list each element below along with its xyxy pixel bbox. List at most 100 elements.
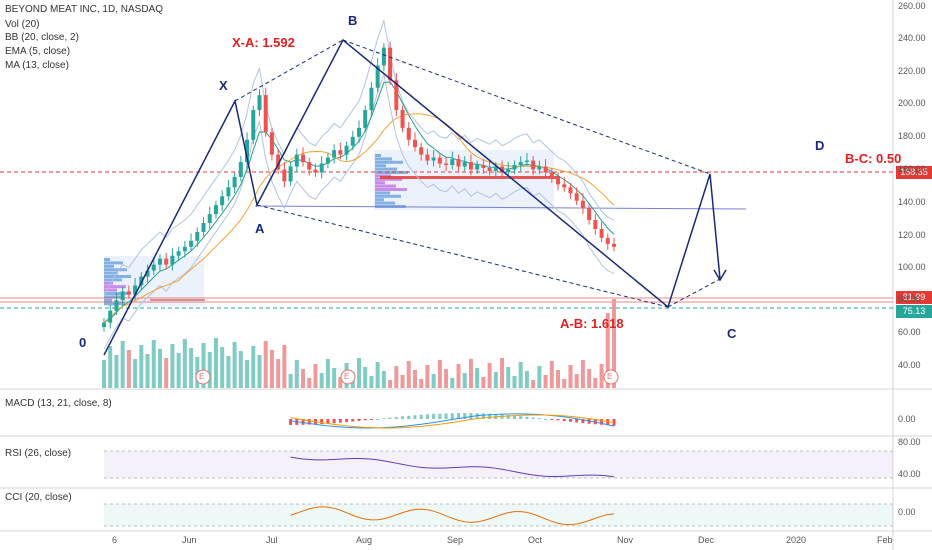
study-ema[interactable]: EMA (5, close) <box>5 46 71 57</box>
rsi-line <box>290 456 615 478</box>
macd-histogram-bar <box>320 419 324 424</box>
profile-bar <box>375 174 391 178</box>
macd-histogram-bar <box>432 413 436 419</box>
candle-body <box>145 270 150 277</box>
x-tick: Jun <box>182 535 197 545</box>
volume-bar <box>114 355 119 388</box>
profile-bar <box>104 258 110 261</box>
earnings-e-1[interactable]: E <box>199 372 205 381</box>
volume-bar <box>381 371 386 388</box>
volume-bar <box>220 347 225 388</box>
macd-line <box>290 413 615 429</box>
profile-bar <box>104 264 114 268</box>
volume-bar <box>325 359 330 388</box>
fib-bc-label: B-C: 0.50 <box>845 151 902 166</box>
x-tick: Nov <box>617 535 634 545</box>
y-tick: 240.00 <box>898 33 926 43</box>
candle-body <box>512 165 517 170</box>
earnings-e-2[interactable]: E <box>344 372 350 381</box>
volume-bar <box>468 359 473 388</box>
profile-bar <box>375 154 381 157</box>
profile-bar <box>375 167 397 171</box>
profile-bar <box>104 298 112 302</box>
y-tick: 260.00 <box>898 1 926 11</box>
study-bb[interactable]: BB (20, close, 2) <box>5 32 79 43</box>
candle-body <box>450 159 455 166</box>
volume-bar <box>176 353 181 388</box>
profile-bar <box>375 194 401 198</box>
volume-bar <box>524 371 529 388</box>
profile-bar <box>375 157 392 161</box>
volume-bar <box>549 361 554 388</box>
volume-bar <box>307 378 312 388</box>
volume-bar <box>518 362 523 388</box>
macd-histogram-bar <box>506 415 510 419</box>
macd-histogram-bar <box>463 413 467 419</box>
candle-body <box>612 243 616 247</box>
pattern-b-d-dashed <box>342 39 711 175</box>
candle-body <box>425 154 430 161</box>
candle-body <box>251 110 256 140</box>
volume-bar <box>388 380 393 388</box>
price-tag-82: 81.99 <box>896 291 932 304</box>
y-tick: 160.00 <box>898 164 926 174</box>
volume-bar <box>412 370 417 388</box>
candle-body <box>531 160 536 170</box>
volume-bar <box>543 375 548 388</box>
x-tick: 2020 <box>786 535 807 545</box>
volume-bar <box>263 341 268 388</box>
volume-bar <box>580 360 585 388</box>
profile-bar <box>104 261 123 265</box>
volume-bar <box>282 345 287 388</box>
volume-bar <box>419 379 424 388</box>
volume-bar <box>574 374 579 388</box>
volume-bar <box>562 379 567 388</box>
bb-lower <box>103 72 615 350</box>
volume-bar <box>251 346 256 388</box>
volume-bar <box>456 364 461 388</box>
profile-bar <box>104 292 130 295</box>
candle-body <box>537 166 542 170</box>
volume-bar <box>444 369 449 388</box>
macd-histogram-bar <box>531 417 535 419</box>
volume-bar <box>431 374 436 388</box>
cci-label[interactable]: CCI (20, close) <box>5 492 72 503</box>
macd-histogram-bar <box>401 416 405 419</box>
candle-body <box>444 163 449 166</box>
macd-histogram-bar <box>351 419 355 422</box>
macd-label[interactable]: MACD (13, 21, close, 8) <box>5 398 112 409</box>
candle-body <box>487 168 492 171</box>
macd-histogram-bar <box>413 415 417 419</box>
macd-histogram-bar <box>307 419 311 425</box>
volume-bar <box>319 373 324 388</box>
candle-body <box>157 258 162 265</box>
candle-body <box>599 228 604 238</box>
price-tag-158: 158.35 <box>896 166 932 179</box>
macd-histogram-bar <box>568 419 572 422</box>
volume-bar <box>332 368 337 388</box>
candle-body <box>437 157 442 164</box>
macd-histogram-bar <box>575 419 579 423</box>
ma-13-line <box>103 113 615 323</box>
candle-body <box>133 285 138 295</box>
study-vol[interactable]: Vol (20) <box>5 19 40 30</box>
candle-body <box>543 166 548 173</box>
macd-histogram-bar <box>537 418 541 420</box>
volume-bar <box>338 377 343 388</box>
volume-bar <box>170 344 175 388</box>
x-tick: Aug <box>356 535 373 545</box>
study-ma[interactable]: MA (13, close) <box>5 60 69 71</box>
profile-bar <box>375 181 385 185</box>
point-c-label: C <box>727 326 737 341</box>
rsi-label[interactable]: RSI (26, close) <box>5 448 72 459</box>
macd-histogram-bar <box>562 419 566 422</box>
earnings-e-3[interactable]: E <box>607 372 613 381</box>
candle-body <box>549 172 554 179</box>
volume-bar <box>487 363 492 388</box>
level-bar <box>380 176 560 179</box>
volume-bar <box>182 339 187 388</box>
macd-histogram-bar <box>519 416 523 419</box>
candle-body <box>524 160 529 163</box>
candle-body <box>400 110 405 128</box>
